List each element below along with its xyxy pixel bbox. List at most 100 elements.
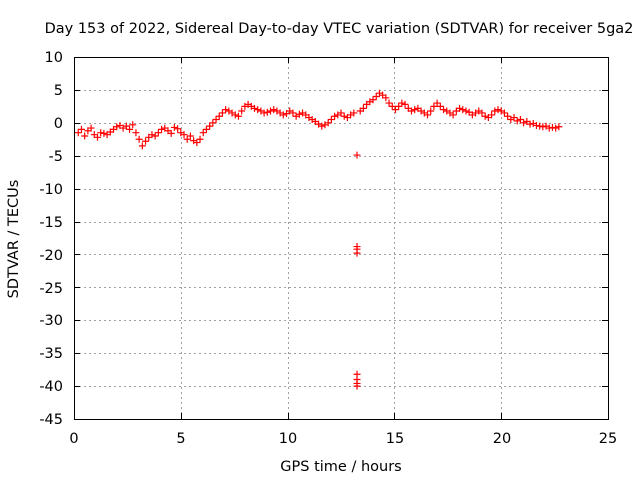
data-point — [411, 106, 419, 114]
data-point — [488, 111, 496, 119]
data-point — [138, 142, 146, 150]
data-point — [215, 112, 223, 120]
data-point — [196, 135, 204, 143]
x-tick-label: 20 — [493, 431, 511, 447]
data-point — [263, 108, 271, 116]
data-point — [398, 99, 406, 107]
data-point — [97, 129, 105, 137]
data-point — [122, 122, 130, 130]
data-point — [254, 106, 262, 114]
data-point — [510, 114, 518, 122]
data-point — [427, 107, 435, 115]
data-point — [222, 106, 230, 114]
data-point — [430, 102, 438, 110]
data-point — [462, 107, 470, 115]
data-point — [385, 99, 393, 107]
data-point — [183, 135, 191, 143]
data-point — [456, 104, 464, 112]
data-point — [536, 122, 544, 130]
data-point — [209, 119, 217, 127]
data-point — [513, 117, 521, 125]
data-point — [77, 125, 85, 133]
data-point — [407, 107, 415, 115]
data-point — [142, 137, 150, 145]
data-point — [87, 124, 95, 132]
data-point — [555, 123, 563, 131]
data-point — [231, 111, 239, 119]
data-point — [545, 124, 553, 132]
data-point — [440, 106, 448, 114]
data-point — [180, 131, 188, 139]
y-tick-label: -30 — [39, 313, 63, 329]
data-point — [436, 102, 444, 110]
data-point — [395, 102, 403, 110]
data-points — [74, 89, 563, 390]
y-tick-label: -25 — [39, 281, 63, 297]
y-axis-label: SDTVAR / TECUs — [6, 180, 22, 299]
data-point — [100, 129, 108, 137]
data-point — [158, 125, 166, 133]
x-axis-label: GPS time / hours — [280, 459, 401, 475]
x-tick-label: 0 — [69, 431, 78, 447]
data-point — [81, 132, 89, 140]
data-point — [126, 125, 134, 133]
x-tick-label: 25 — [599, 431, 617, 447]
data-point — [548, 123, 556, 131]
x-tick-label: 5 — [176, 431, 185, 447]
data-point — [552, 124, 560, 132]
data-point — [500, 109, 508, 117]
y-tick-label: 5 — [54, 83, 63, 99]
data-point — [132, 129, 140, 137]
data-point — [199, 129, 207, 137]
data-point — [391, 106, 399, 114]
data-point — [324, 119, 332, 127]
y-tick-label: -10 — [39, 182, 63, 198]
data-point — [270, 106, 278, 114]
y-tick-label: -35 — [39, 346, 63, 362]
y-tick-label: 0 — [54, 116, 63, 132]
data-point — [491, 107, 499, 115]
data-point — [151, 132, 159, 140]
y-tick-label: -40 — [39, 379, 63, 395]
data-point — [238, 107, 246, 115]
y-tick-label: 10 — [45, 50, 63, 66]
data-point — [459, 106, 467, 114]
y-tick-label: -5 — [49, 149, 63, 165]
data-point — [516, 116, 524, 124]
data-point — [93, 133, 101, 141]
y-tick-label: -20 — [39, 248, 63, 264]
data-point — [202, 125, 210, 133]
data-point — [218, 109, 226, 117]
data-point — [353, 382, 361, 390]
data-point — [353, 249, 361, 257]
data-point — [318, 122, 326, 130]
data-point — [154, 129, 162, 137]
data-point — [113, 123, 121, 131]
data-point — [267, 107, 275, 115]
data-point — [193, 139, 201, 147]
y-tick-label: -45 — [39, 412, 63, 428]
data-point — [494, 106, 502, 114]
data-point — [135, 135, 143, 143]
data-point — [340, 112, 348, 120]
data-point — [433, 99, 441, 107]
data-point — [478, 109, 486, 117]
data-point — [148, 131, 156, 139]
data-point — [327, 116, 335, 124]
data-point — [526, 120, 534, 128]
chart-title: Day 153 of 2022, Sidereal Day-to-day VTE… — [45, 21, 634, 37]
data-point — [174, 125, 182, 133]
data-point — [129, 121, 137, 129]
data-point — [279, 111, 287, 119]
data-point — [504, 112, 512, 120]
x-tick-label: 15 — [386, 431, 404, 447]
data-point — [170, 123, 178, 131]
y-tick-label: -15 — [39, 215, 63, 231]
data-point — [449, 111, 457, 119]
data-point — [289, 109, 297, 117]
data-point — [481, 112, 489, 120]
data-point — [337, 109, 345, 117]
x-axis-ticks: 0 5 10 15 20 25 — [69, 431, 617, 447]
data-point — [250, 104, 258, 112]
data-point — [167, 129, 175, 137]
